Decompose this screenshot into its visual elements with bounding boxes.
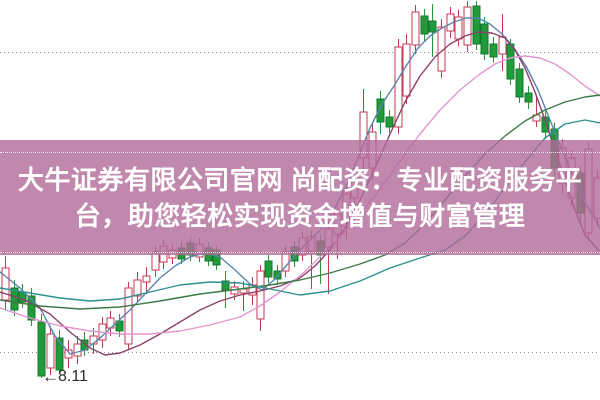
candle-down (480, 17, 489, 60)
banner-gridline-bottom (0, 252, 600, 253)
candle-down (515, 63, 524, 103)
candle-down (489, 37, 498, 63)
candle-down (55, 330, 64, 374)
low-price-annotation: ← 8.11 (42, 367, 88, 386)
candle-up (256, 265, 265, 331)
candle-up (142, 267, 151, 294)
candle-up (239, 281, 248, 311)
candle-down (264, 255, 273, 283)
candle-down (524, 86, 533, 109)
candle-down (385, 110, 394, 133)
left-arrow-icon: ← (42, 367, 59, 386)
candle-down (10, 280, 19, 316)
candle-down (37, 314, 46, 378)
promo-banner-line1: 大牛证券有限公司官网 尚配资：专业配资服务平 (17, 164, 583, 195)
candle-up (394, 39, 403, 134)
promo-banner-line2: 台，助您轻松实现资金增值与财富管理 (74, 200, 526, 231)
promo-banner: 大牛证券有限公司官网 尚配资：专业配资服务平 台，助您轻松实现资金增值与财富管理 (0, 140, 600, 255)
candle-up (532, 95, 541, 127)
candle-down (541, 111, 550, 139)
candle-down (115, 314, 124, 337)
low-price-value: 8.11 (58, 368, 88, 385)
candle-up (463, 1, 472, 52)
candle-up (133, 272, 142, 302)
candle-down (27, 288, 36, 326)
candle-down (420, 9, 429, 42)
banner-gridline-top (0, 152, 600, 153)
candle-up (46, 326, 55, 375)
candle-up (411, 5, 420, 54)
candle-up (124, 282, 133, 350)
candle-down (221, 271, 230, 308)
candle-down (428, 4, 437, 57)
candle-down (472, 1, 481, 50)
ma-line-MA-slow-green (0, 94, 600, 310)
candle-down (376, 91, 385, 134)
candle-up (248, 277, 257, 305)
